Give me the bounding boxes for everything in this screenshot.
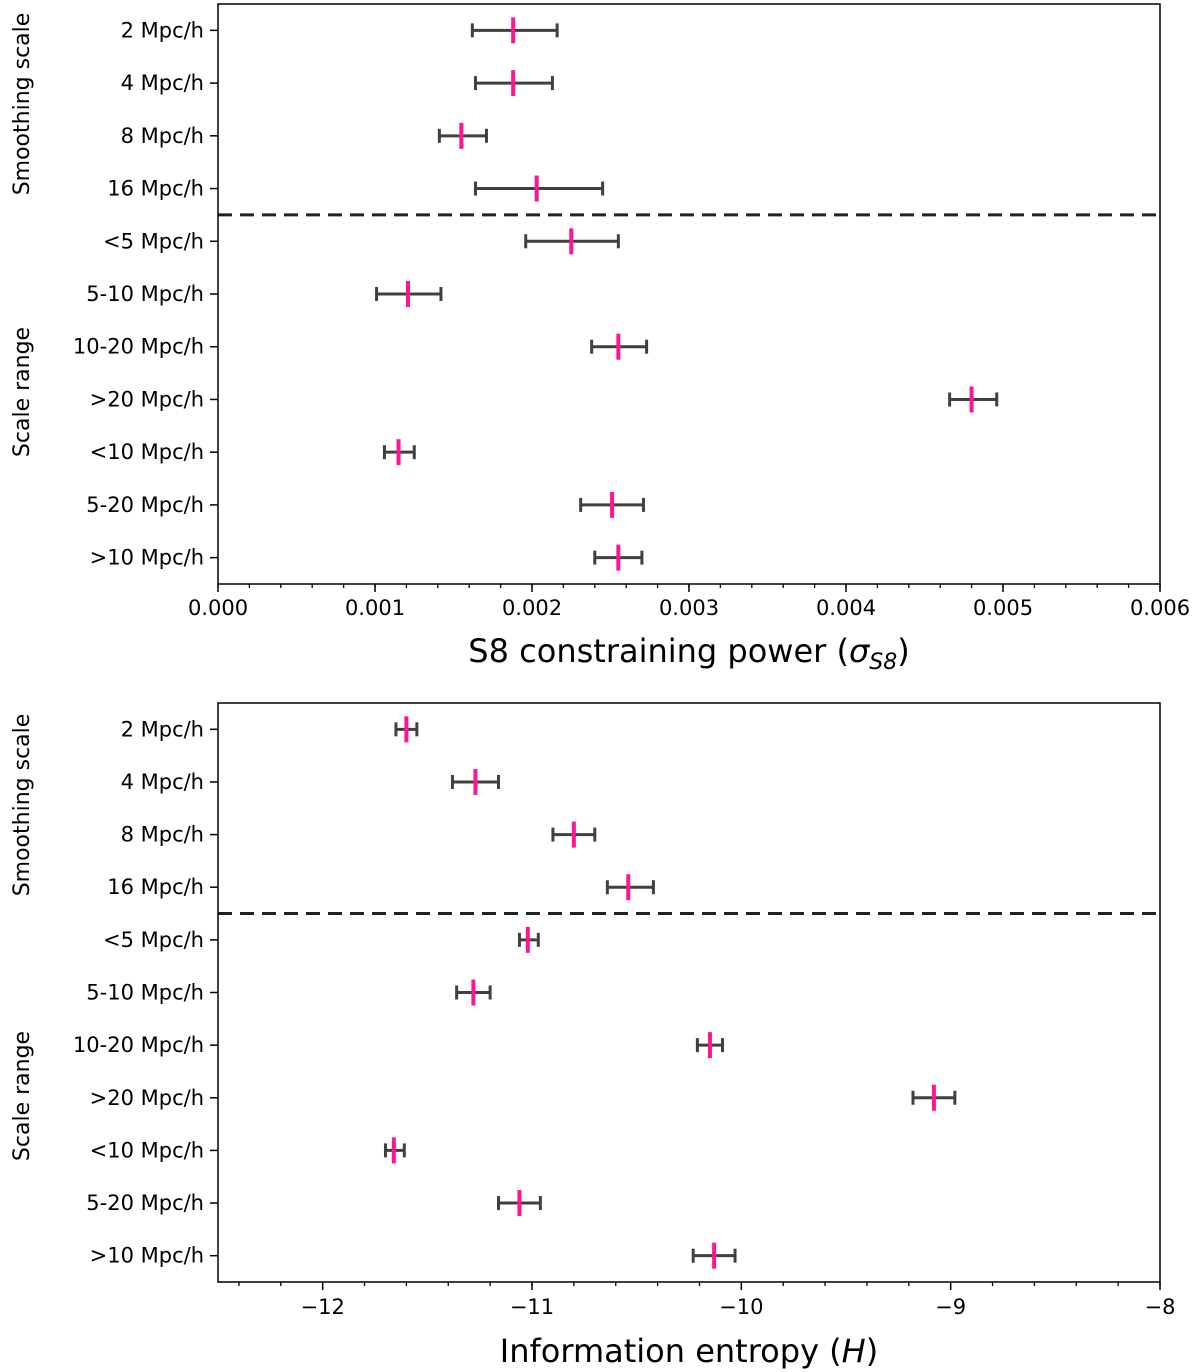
category-label: <10 Mpc/h bbox=[90, 440, 204, 464]
category-label: <5 Mpc/h bbox=[103, 928, 204, 952]
x-tick-label: 0.005 bbox=[973, 596, 1033, 620]
x-axis-label-tail: ) bbox=[897, 632, 909, 670]
x-axis-label-subscript: S8 bbox=[869, 650, 897, 675]
x-tick-label: 0.002 bbox=[502, 596, 562, 620]
x-axis-label-text: S8 constraining power ( bbox=[468, 632, 849, 670]
group-label: Scale range bbox=[10, 1031, 35, 1161]
x-axis-label-symbol: σ bbox=[849, 632, 871, 670]
category-label: 8 Mpc/h bbox=[121, 124, 204, 148]
category-label: 2 Mpc/h bbox=[121, 717, 204, 741]
category-label: <5 Mpc/h bbox=[103, 229, 204, 253]
group-label: Scale range bbox=[10, 327, 35, 457]
axes-frame bbox=[217, 702, 1161, 1283]
category-label: 16 Mpc/h bbox=[107, 177, 204, 201]
x-tick-label: −12 bbox=[301, 1295, 345, 1319]
category-label: 5-20 Mpc/h bbox=[86, 493, 204, 517]
category-label: >20 Mpc/h bbox=[90, 387, 204, 411]
group-label: Smoothing scale bbox=[10, 714, 35, 897]
axes-frame bbox=[217, 3, 1161, 585]
x-tick-label: 0.000 bbox=[188, 596, 248, 620]
x-tick-label: −8 bbox=[1145, 1295, 1176, 1319]
entropy-panel: −12 −11 −10 −9 −8 2 Mpc/h 4 Mpc/h 8 Mpc/h 16 Mpc… bbox=[10, 702, 1176, 1370]
category-label: >20 Mpc/h bbox=[90, 1086, 204, 1110]
category-label: >10 Mpc/h bbox=[90, 1244, 204, 1268]
category-label: <10 Mpc/h bbox=[90, 1138, 204, 1162]
x-axis-label: Information entropy (H) bbox=[500, 1332, 878, 1370]
x-tick-label: 0.001 bbox=[345, 596, 405, 620]
category-label: 10-20 Mpc/h bbox=[73, 1033, 204, 1057]
category-label: 16 Mpc/h bbox=[107, 875, 204, 899]
x-tick-label: 0.004 bbox=[816, 596, 876, 620]
x-tick-label: 0.003 bbox=[659, 596, 719, 620]
x-axis-label-text: Information entropy ( bbox=[500, 1332, 842, 1370]
category-label: 2 Mpc/h bbox=[121, 18, 204, 42]
s8-panel: 0.000 0.001 0.002 0.003 0.004 0.005 0.006 2 Mpc… bbox=[10, 3, 1190, 675]
x-axis-label-tail: ) bbox=[866, 1332, 878, 1370]
x-tick-label: 0.006 bbox=[1130, 596, 1190, 620]
x-axis-label-symbol: H bbox=[842, 1332, 866, 1370]
group-label: Smoothing scale bbox=[10, 13, 35, 196]
category-label: 5-10 Mpc/h bbox=[86, 981, 204, 1005]
x-tick-label: −11 bbox=[510, 1295, 554, 1319]
category-label: 10-20 Mpc/h bbox=[73, 335, 204, 359]
x-tick-label: −9 bbox=[935, 1295, 966, 1319]
category-label: 5-20 Mpc/h bbox=[86, 1191, 204, 1215]
category-label: 4 Mpc/h bbox=[121, 770, 204, 794]
category-label: >10 Mpc/h bbox=[90, 546, 204, 570]
category-label: 4 Mpc/h bbox=[121, 71, 204, 95]
x-tick-label: −10 bbox=[719, 1295, 763, 1319]
category-label: 8 Mpc/h bbox=[121, 823, 204, 847]
category-label: 5-10 Mpc/h bbox=[86, 282, 204, 306]
x-axis-label: S8 constraining power (σS8) bbox=[468, 632, 909, 675]
